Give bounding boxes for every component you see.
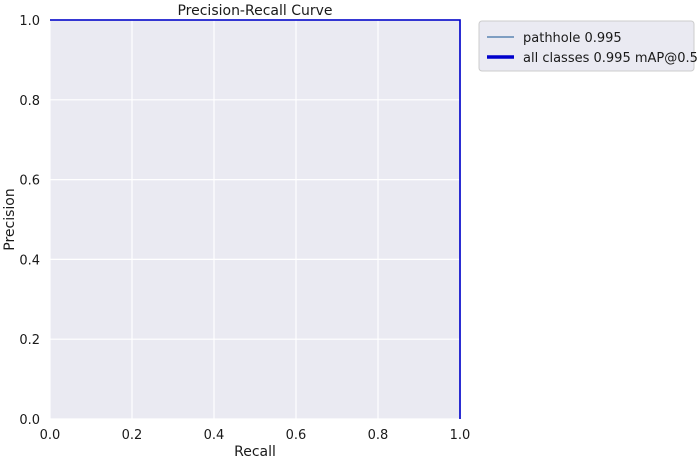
x-tick-label: 0.0 bbox=[40, 428, 61, 443]
series-lines bbox=[50, 19, 461, 419]
y-tick-label: 0.8 bbox=[19, 94, 40, 109]
y-tick-label: 0.6 bbox=[19, 174, 40, 189]
x-tick-label: 0.6 bbox=[286, 428, 307, 443]
x-tick-labels: 0.0 0.2 0.4 0.6 0.8 1.0 bbox=[40, 428, 471, 443]
x-axis-label: Recall bbox=[234, 444, 276, 459]
series-line-all-classes bbox=[50, 19, 461, 419]
x-tick-label: 0.8 bbox=[368, 428, 389, 443]
y-tick-label: 0.4 bbox=[19, 253, 40, 268]
y-tick-labels: 0.0 0.2 0.4 0.6 0.8 1.0 bbox=[19, 14, 40, 428]
legend-label-pathhole: pathhole 0.995 bbox=[523, 31, 622, 46]
x-tick-label: 0.2 bbox=[122, 428, 143, 443]
y-tick-label: 1.0 bbox=[19, 14, 40, 29]
x-tick-label: 0.4 bbox=[204, 428, 225, 443]
chart-title: Precision-Recall Curve bbox=[177, 3, 332, 19]
y-tick-label: 0.0 bbox=[19, 413, 40, 428]
x-tick-label: 1.0 bbox=[450, 428, 471, 443]
legend-label-all-classes: all classes 0.995 mAP@0.5 bbox=[523, 51, 698, 66]
y-tick-label: 0.2 bbox=[19, 333, 40, 348]
y-axis-label: Precision bbox=[2, 188, 18, 250]
legend-box bbox=[478, 20, 695, 72]
legend: pathhole 0.995 all classes 0.995 mAP@0.5 bbox=[478, 20, 698, 72]
plot-area-background bbox=[50, 20, 460, 419]
